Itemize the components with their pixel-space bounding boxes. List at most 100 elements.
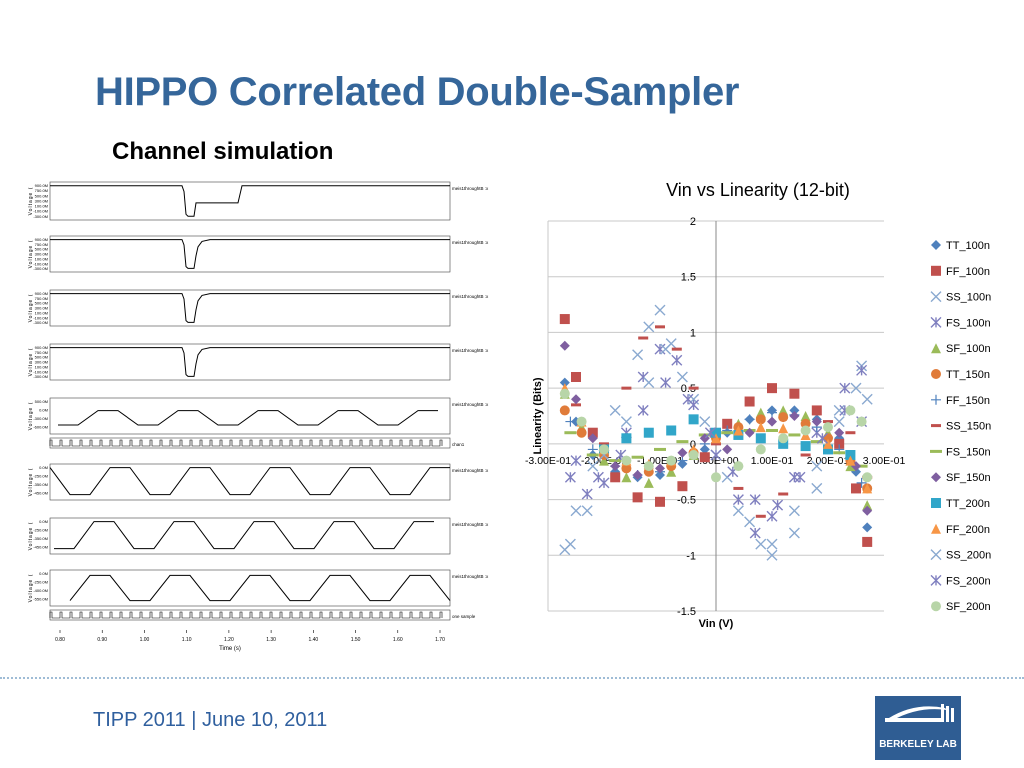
data-point: [778, 423, 789, 434]
waveform-tick-label: 500.0M: [35, 355, 48, 360]
waveform-tick-label: 900.0M: [35, 291, 48, 296]
waveform-trace: [54, 521, 434, 550]
footer-divider: [0, 677, 1024, 679]
data-point: [643, 321, 655, 333]
waveform-ylabel: Voltage (: [28, 240, 34, 269]
time-axis: 0.80 0.90 1.00 1.10 1.20 1.30 1.40 1.50 1.60 1.70…: [55, 630, 445, 652]
waveform-tick-label: 750.0M: [35, 350, 48, 355]
data-point: [778, 412, 789, 423]
data-point: [778, 433, 789, 444]
data-point: [767, 407, 777, 418]
data-point: [643, 477, 654, 488]
data-point: [671, 347, 682, 351]
data-point: [564, 471, 576, 483]
data-point: [637, 404, 649, 416]
data-point: [800, 411, 811, 421]
data-point: [856, 416, 867, 427]
y-axis-label: Linearity (Bits): [532, 377, 544, 454]
waveform-tick-label: 0.0M: [39, 571, 48, 576]
digital-trace: [49, 439, 443, 447]
series-ss_200n: [564, 343, 873, 550]
waveform-tick-label: -450.0M: [33, 545, 48, 550]
data-point: [704, 427, 716, 439]
data-point: [587, 444, 598, 455]
data-point: [666, 455, 677, 466]
data-point: [682, 393, 694, 405]
legend-label: SS_200n: [946, 550, 991, 562]
waveform-tick-label: 300.0M: [35, 198, 48, 203]
linearity-scatter-chart: Vin vs Linearity (12-bit) 2 1.5 1 0.5 -0.5 -1 -…: [525, 180, 991, 630]
legend-marker: [930, 316, 942, 328]
data-point: [839, 382, 851, 394]
data-point: [688, 414, 699, 425]
data-point: [722, 418, 733, 429]
digital-trace: [49, 611, 443, 619]
data-point: [565, 416, 576, 427]
data-point: [559, 388, 570, 399]
waveform-tick-label: -300.0M: [33, 214, 48, 219]
data-point: [845, 461, 856, 472]
data-point: [632, 349, 644, 361]
waveform-legend: meis1throughtB :x: [452, 574, 489, 579]
waveform-legend: meis1throughtB :x: [452, 348, 489, 353]
data-point: [733, 486, 744, 490]
data-point: [778, 438, 789, 449]
data-point: [833, 416, 845, 428]
waveform-trace: [49, 467, 450, 496]
waveform-tick-label: -250.0M: [33, 528, 48, 533]
waveform-tick-label: -300.0M: [33, 374, 48, 379]
data-point: [721, 431, 734, 435]
waveform-tick-label: 300.0M: [35, 306, 48, 311]
waveform-legend: meis1throughtB :x: [452, 294, 489, 299]
data-point: [778, 492, 789, 496]
data-point: [766, 549, 778, 561]
waveform-tick-label: -100.0M: [33, 209, 48, 214]
waveform-tick-label: -350.0M: [33, 482, 48, 487]
y-tick-label: 2: [690, 216, 696, 228]
waveform-tick-label: 100.0M: [35, 256, 48, 261]
data-point: [710, 449, 722, 461]
legend-label: SF_150n: [946, 472, 991, 484]
time-tick-label: 1.10: [182, 637, 192, 643]
waveform-frame: [49, 463, 451, 501]
data-point: [592, 471, 604, 483]
data-point: [800, 453, 811, 457]
x-axis-label: Vin (V): [699, 618, 734, 630]
berkeley-lab-emblem-icon: [885, 704, 954, 722]
waveform-tick-label: 750.0M: [35, 188, 48, 193]
waveform-legend: meis1throughtB :x: [452, 468, 489, 473]
data-point: [816, 432, 828, 444]
data-point: [631, 455, 644, 459]
data-point: [643, 377, 655, 389]
time-tick-label: 1.20: [224, 637, 234, 643]
data-point: [609, 459, 622, 463]
data-point: [564, 431, 577, 435]
data-point: [609, 404, 621, 416]
waveform-tick-label: -250.0M: [33, 580, 48, 585]
data-point: [845, 455, 856, 466]
waveform-frame: [49, 289, 451, 327]
data-point: [599, 444, 609, 455]
time-tick-label: 1.30: [266, 637, 276, 643]
legend-marker: [930, 291, 942, 303]
y-tick-label: -1.5: [677, 606, 696, 618]
data-point: [699, 452, 710, 463]
data-point: [643, 427, 654, 438]
data-point: [559, 405, 570, 416]
waveform-legend: one sample: [452, 614, 476, 619]
waveform-tick-label: 100.0M: [35, 204, 48, 209]
data-point: [654, 343, 666, 355]
data-point: [732, 494, 744, 506]
data-point: [621, 386, 632, 390]
waveform-legend: meis1throughtB :x: [452, 240, 489, 245]
data-point: [755, 433, 766, 444]
data-point: [766, 510, 778, 522]
data-point: [755, 444, 766, 455]
data-point: [862, 536, 873, 547]
data-point: [576, 416, 587, 427]
data-point: [800, 425, 811, 436]
data-point: [855, 464, 868, 468]
